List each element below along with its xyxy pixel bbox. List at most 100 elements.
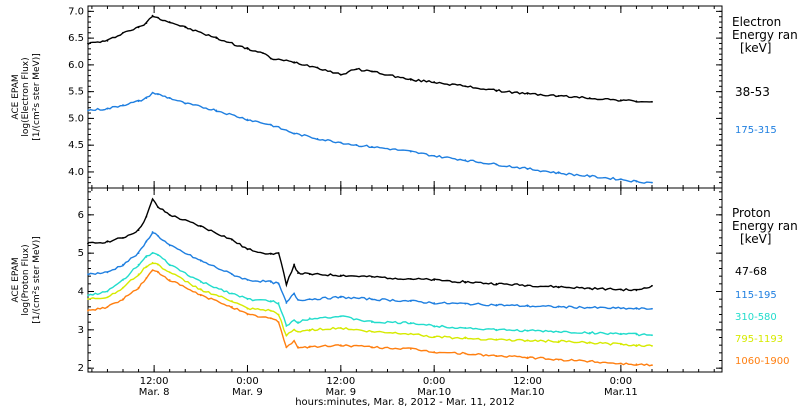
y-tick-label: 6.5 xyxy=(68,33,84,44)
data-point xyxy=(199,281,202,283)
data-point xyxy=(526,167,529,170)
data-point xyxy=(557,95,560,97)
data-point xyxy=(137,252,140,255)
data-point xyxy=(293,328,296,331)
data-point xyxy=(619,343,622,346)
y-tick-label: 4 xyxy=(78,287,84,298)
data-point xyxy=(635,344,638,347)
data-point xyxy=(246,47,249,50)
electron-ylabel: ACE EPAM log(Electron Flux) [1/(cm²s ste… xyxy=(11,53,42,140)
y-tick-label: 5.5 xyxy=(68,87,84,98)
data-point xyxy=(355,144,358,147)
data-point xyxy=(285,302,288,304)
y-tick-label: 2 xyxy=(78,363,84,374)
data-point xyxy=(293,340,296,343)
data-point xyxy=(371,298,373,301)
data-point xyxy=(651,284,653,287)
data-point xyxy=(269,317,272,320)
data-point xyxy=(371,276,373,278)
data-point xyxy=(464,281,467,283)
proton-ylabel: ACE EPAM log(Proton Flux) [1/(cm²s ster … xyxy=(11,236,42,323)
data-point xyxy=(339,315,342,318)
x-tick-date-label: Mar.10 xyxy=(417,387,451,398)
data-point xyxy=(122,104,124,106)
data-point xyxy=(106,296,109,299)
data-point xyxy=(464,302,467,305)
data-point xyxy=(355,68,358,71)
data-point xyxy=(339,344,342,347)
data-point xyxy=(293,61,296,64)
series-line-38-53 xyxy=(87,15,653,103)
data-point xyxy=(269,253,272,255)
data-point xyxy=(409,150,412,153)
electron-legend-title-1: Electron xyxy=(732,15,781,29)
data-point xyxy=(269,57,272,60)
data-point xyxy=(308,346,311,348)
data-point xyxy=(316,66,319,69)
legend-entry-1060-1900: 1060-1900 xyxy=(735,356,790,367)
data-point xyxy=(297,272,299,274)
data-point xyxy=(526,356,529,359)
data-point xyxy=(651,181,653,184)
data-point xyxy=(231,238,233,241)
data-point xyxy=(635,100,638,103)
data-point xyxy=(588,306,591,309)
proton-legend-title-3: [keV] xyxy=(740,232,771,246)
data-point xyxy=(145,256,148,258)
data-point xyxy=(137,286,140,289)
data-point xyxy=(151,198,154,201)
data-point xyxy=(557,358,560,361)
data-point xyxy=(409,78,412,81)
data-point xyxy=(246,279,249,281)
data-point xyxy=(526,329,529,332)
data-point xyxy=(588,341,591,344)
electron-legend-title-3: [keV] xyxy=(740,41,771,55)
data-point xyxy=(106,305,109,308)
data-point xyxy=(145,240,148,243)
data-point xyxy=(246,118,249,121)
data-point xyxy=(619,362,622,365)
data-point xyxy=(308,273,311,276)
y-tick-label: 5.0 xyxy=(68,113,84,124)
data-point xyxy=(495,163,498,166)
data-point xyxy=(87,42,89,45)
data-point xyxy=(168,213,171,216)
data-point xyxy=(277,282,280,285)
data-point xyxy=(293,319,296,322)
data-point xyxy=(87,298,89,301)
data-point xyxy=(557,305,560,308)
data-point xyxy=(651,364,653,366)
data-point xyxy=(168,97,171,99)
data-point xyxy=(588,360,591,363)
data-point xyxy=(651,345,653,347)
data-point xyxy=(285,325,288,327)
data-point xyxy=(588,287,591,290)
data-point xyxy=(495,328,498,331)
data-point xyxy=(308,328,311,331)
data-point xyxy=(316,137,319,140)
x-tick-date-label: Mar.11 xyxy=(604,387,638,398)
data-point xyxy=(246,313,249,316)
proton-legend-title-1: Proton xyxy=(732,206,771,220)
data-point xyxy=(87,109,89,112)
data-point xyxy=(106,107,109,110)
data-point xyxy=(297,346,299,348)
data-point xyxy=(433,302,436,304)
data-point xyxy=(495,338,498,341)
x-tick-time-label: 0:00 xyxy=(236,376,258,387)
data-point xyxy=(122,31,124,34)
data-point xyxy=(106,39,109,42)
data-point xyxy=(619,178,622,181)
data-point xyxy=(371,346,373,348)
data-point xyxy=(557,340,560,343)
x-tick-date-label: Mar.10 xyxy=(511,387,545,398)
data-point xyxy=(339,327,342,329)
proton-ylabel-line-1: ACE EPAM xyxy=(11,257,21,302)
legend-entry-38-53: 38-53 xyxy=(735,85,770,99)
data-point xyxy=(122,279,124,281)
y-tick-label: 7.0 xyxy=(68,6,84,17)
electron-legend: Electron Energy ran [keV] xyxy=(732,15,798,55)
data-point xyxy=(246,298,249,301)
